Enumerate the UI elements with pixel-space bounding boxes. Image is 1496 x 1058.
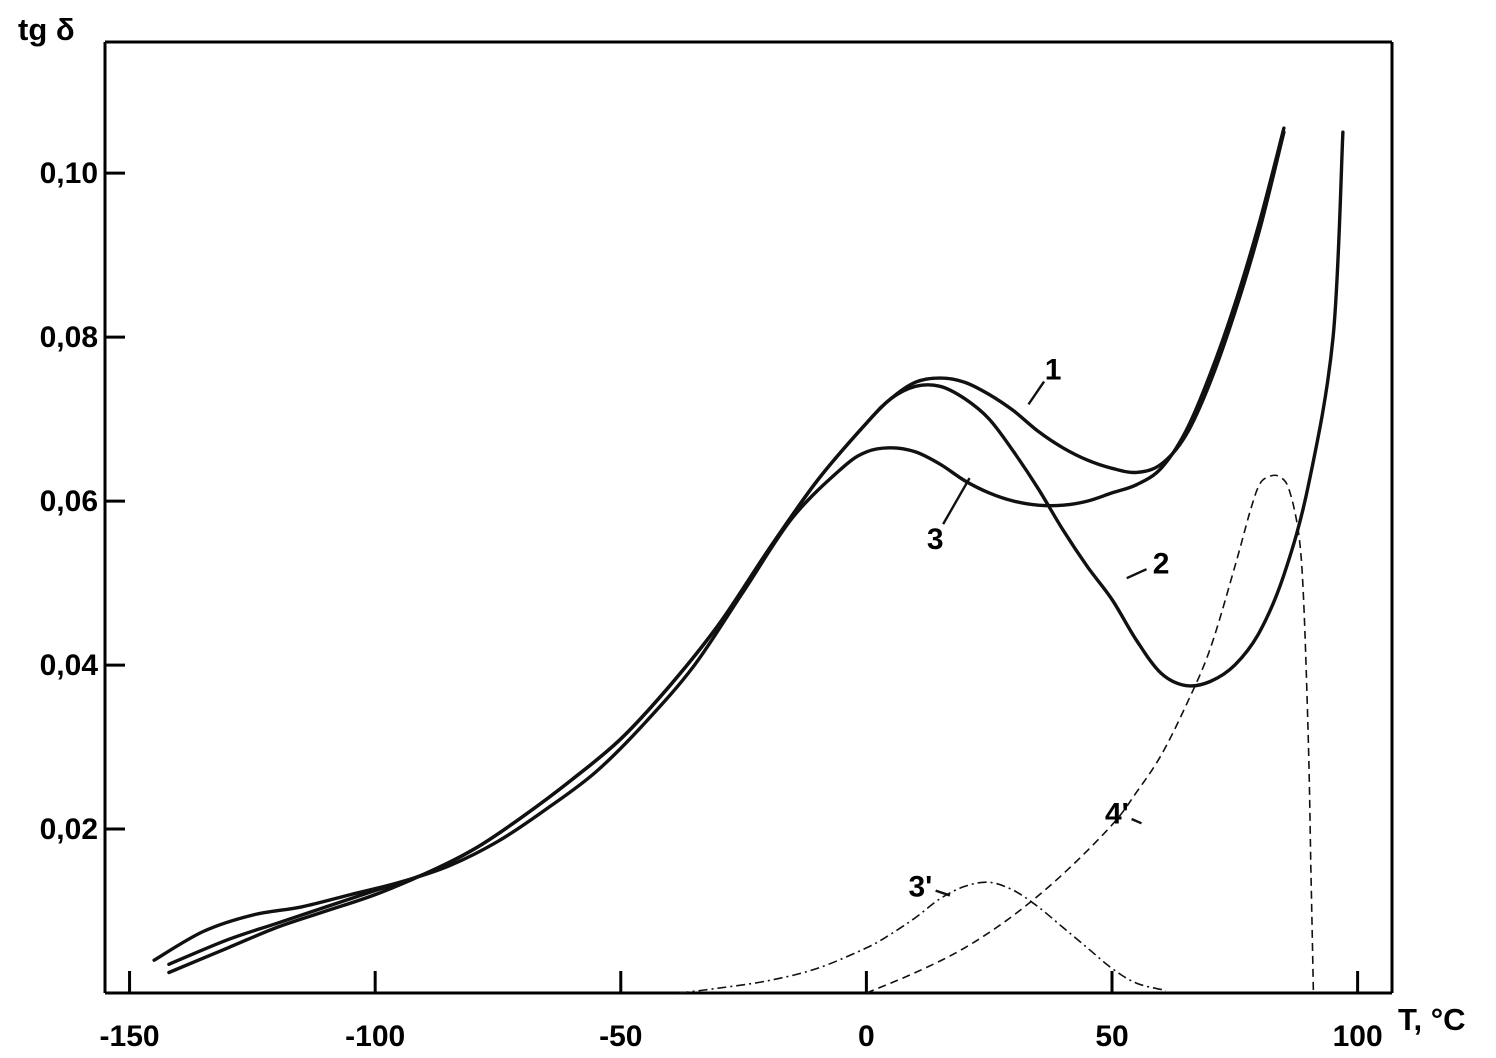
leader-line-2 xyxy=(1126,568,1148,580)
leader-line-3-prime xyxy=(935,889,951,897)
x-tick-label: 50 xyxy=(1095,1020,1128,1053)
y-tick-label: 0,10 xyxy=(40,157,98,190)
ticks: -150 -100 -50 0 50 100 0,02 0,04 0,06 0,08 0,10 xyxy=(40,157,1383,1053)
x-tick-label: -100 xyxy=(345,1020,405,1053)
curve-label-3: 3 xyxy=(927,523,944,556)
series-line-1 xyxy=(167,130,1286,966)
series-line-4-prime xyxy=(866,474,1315,994)
curve-label-4-prime: 4' xyxy=(1105,798,1129,831)
x-axis-title: T, °C xyxy=(1398,1002,1466,1037)
series-line-3 xyxy=(152,126,1286,962)
y-tick-label: 0,08 xyxy=(40,321,98,354)
y-tick-label: 0,04 xyxy=(40,649,99,682)
y-tick-label: 0,06 xyxy=(40,485,98,518)
x-tick-label: -50 xyxy=(599,1020,642,1053)
annotation-layer: 1 2 3 4' 3' xyxy=(909,353,1170,903)
curve-label-3-prime: 3' xyxy=(909,871,933,904)
leader-line-3 xyxy=(942,477,971,525)
axes xyxy=(103,40,1394,995)
curve-label-2: 2 xyxy=(1153,548,1170,581)
series-line-2 xyxy=(167,130,1345,975)
x-tick-label: 0 xyxy=(858,1020,875,1053)
y-axis-title: tg δ xyxy=(18,12,75,47)
curve-label-1: 1 xyxy=(1045,353,1062,386)
leader-line-4-prime xyxy=(1131,817,1142,825)
series-line-3-prime xyxy=(679,881,1167,994)
x-tick-label: 100 xyxy=(1333,1020,1383,1053)
y-tick-label: 0,02 xyxy=(40,813,98,846)
x-tick-label: -150 xyxy=(100,1020,160,1053)
leader-line-1 xyxy=(1027,380,1046,406)
series-layer xyxy=(152,126,1345,994)
